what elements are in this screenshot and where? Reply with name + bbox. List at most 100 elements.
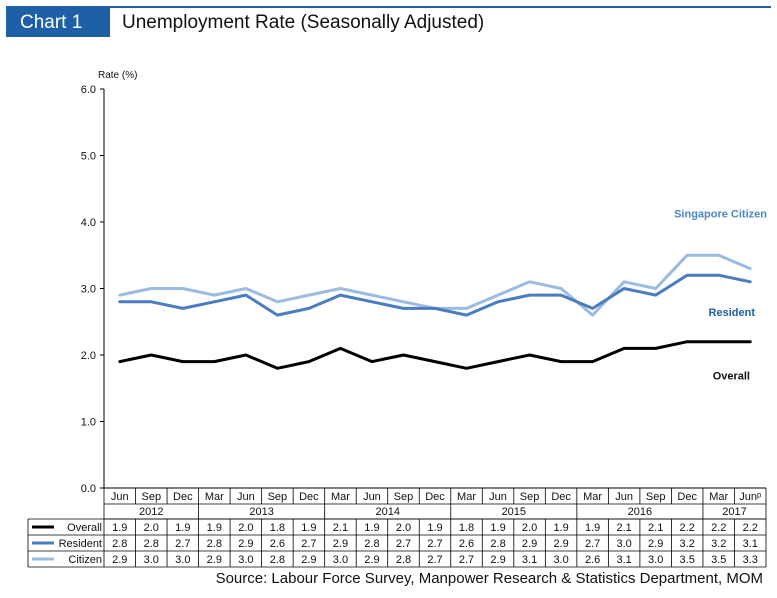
- data-value: 3.2: [711, 538, 726, 550]
- year-label: 2012: [139, 506, 163, 518]
- data-value: 1.8: [459, 522, 474, 534]
- data-value: 3.2: [680, 538, 695, 550]
- data-value: 2.0: [396, 522, 411, 534]
- series-label-resident: Resident: [709, 307, 756, 319]
- x-tick-label: Mar: [331, 491, 350, 503]
- data-value: 2.1: [648, 522, 663, 534]
- data-value: 3.0: [616, 538, 631, 550]
- source-note: Source: Labour Force Survey, Manpower Re…: [215, 570, 763, 587]
- chart-number-badge: Chart 1: [6, 8, 110, 37]
- data-value: 2.7: [459, 554, 474, 566]
- x-tick-label: Dec: [551, 491, 571, 503]
- x-tick-label: Jun: [363, 491, 381, 503]
- x-tick-label: Mar: [205, 491, 224, 503]
- data-value: 3.0: [648, 554, 663, 566]
- data-value: 3.0: [144, 554, 159, 566]
- data-value: 2.2: [711, 522, 726, 534]
- x-tick-label: Mar: [583, 491, 602, 503]
- data-value: 2.7: [301, 538, 316, 550]
- data-value: 1.9: [112, 522, 127, 534]
- data-value: 1.9: [553, 522, 568, 534]
- data-value: 1.9: [364, 522, 379, 534]
- x-tick-label: Dec: [425, 491, 445, 503]
- data-value: 1.9: [490, 522, 505, 534]
- x-tick-label: Dec: [299, 491, 319, 503]
- chart-title: Unemployment Rate (Seasonally Adjusted): [122, 12, 485, 33]
- data-value: 2.2: [680, 522, 695, 534]
- data-value: 2.9: [112, 554, 127, 566]
- data-value: 3.1: [743, 538, 758, 550]
- y-tick-label: 3.0: [81, 284, 96, 296]
- data-value: 3.0: [238, 554, 253, 566]
- data-value: 2.6: [585, 554, 600, 566]
- data-value: 1.9: [585, 522, 600, 534]
- series-line-citizen: [118, 253, 752, 317]
- y-tick-label: 5.0: [81, 151, 96, 163]
- series-label-citizen: Singapore Citizen: [674, 209, 767, 221]
- data-value: 2.2: [743, 522, 758, 534]
- x-tick-label: Sep: [520, 491, 540, 503]
- data-value: 2.9: [522, 538, 537, 550]
- data-value: 2.0: [238, 522, 253, 534]
- data-value: 1.8: [270, 522, 285, 534]
- data-value: 2.7: [427, 554, 442, 566]
- data-value: 2.8: [112, 538, 127, 550]
- data-value: 3.1: [522, 554, 537, 566]
- x-tick-label: Dec: [677, 491, 697, 503]
- data-value: 1.9: [301, 522, 316, 534]
- data-value: 2.7: [585, 538, 600, 550]
- x-tick-label: Jun: [489, 491, 507, 503]
- data-value: 2.9: [553, 538, 568, 550]
- y-tick-label: 2.0: [81, 350, 96, 362]
- data-value: 3.5: [680, 554, 695, 566]
- data-value: 2.1: [333, 522, 348, 534]
- data-value: 3.3: [743, 554, 758, 566]
- data-value: 2.7: [175, 538, 190, 550]
- data-value: 3.0: [553, 554, 568, 566]
- data-value: 1.9: [175, 522, 190, 534]
- x-tick-label: Mar: [709, 491, 728, 503]
- data-value: 2.1: [616, 522, 631, 534]
- data-value: 1.9: [427, 522, 442, 534]
- year-label: 2016: [628, 506, 652, 518]
- x-tick-label: Sep: [268, 491, 288, 503]
- legend-label-resident: Resident: [59, 538, 102, 550]
- data-value: 1.9: [207, 522, 222, 534]
- data-value: 2.9: [301, 554, 316, 566]
- data-value: 2.8: [270, 554, 285, 566]
- x-tick-label: Sep: [394, 491, 414, 503]
- x-tick-label: Jun: [111, 491, 129, 503]
- x-tick-label: Jun: [237, 491, 255, 503]
- data-value: 2.0: [522, 522, 537, 534]
- y-tick-label: 0.0: [81, 483, 96, 495]
- y-axis-label: Rate (%): [98, 70, 137, 81]
- data-value: 2.9: [648, 538, 663, 550]
- data-value: 2.6: [270, 538, 285, 550]
- data-value: 2.8: [364, 538, 379, 550]
- data-value: 2.8: [490, 538, 505, 550]
- x-tick-label: Mar: [457, 491, 476, 503]
- data-value: 2.9: [238, 538, 253, 550]
- data-value: 2.7: [427, 538, 442, 550]
- data-value: 3.5: [711, 554, 726, 566]
- year-label: 2013: [249, 506, 273, 518]
- data-value: 2.0: [144, 522, 159, 534]
- year-label: 2017: [722, 506, 746, 518]
- x-tick-label: Jun: [615, 491, 633, 503]
- y-tick-label: 6.0: [81, 84, 96, 96]
- data-value: 2.7: [396, 538, 411, 550]
- series-line-resident: [118, 273, 752, 317]
- data-value: 3.0: [175, 554, 190, 566]
- data-value: 2.8: [396, 554, 411, 566]
- data-value: 2.9: [364, 554, 379, 566]
- x-tick-label: Sep: [141, 491, 161, 503]
- data-value: 2.9: [207, 554, 222, 566]
- data-value: 2.9: [490, 554, 505, 566]
- legend-label-overall: Overall: [67, 522, 102, 534]
- data-value: 2.8: [144, 538, 159, 550]
- series-line-overall: [118, 340, 752, 370]
- data-value: 2.6: [459, 538, 474, 550]
- x-tick-label: Dec: [173, 491, 193, 503]
- year-label: 2014: [375, 506, 399, 518]
